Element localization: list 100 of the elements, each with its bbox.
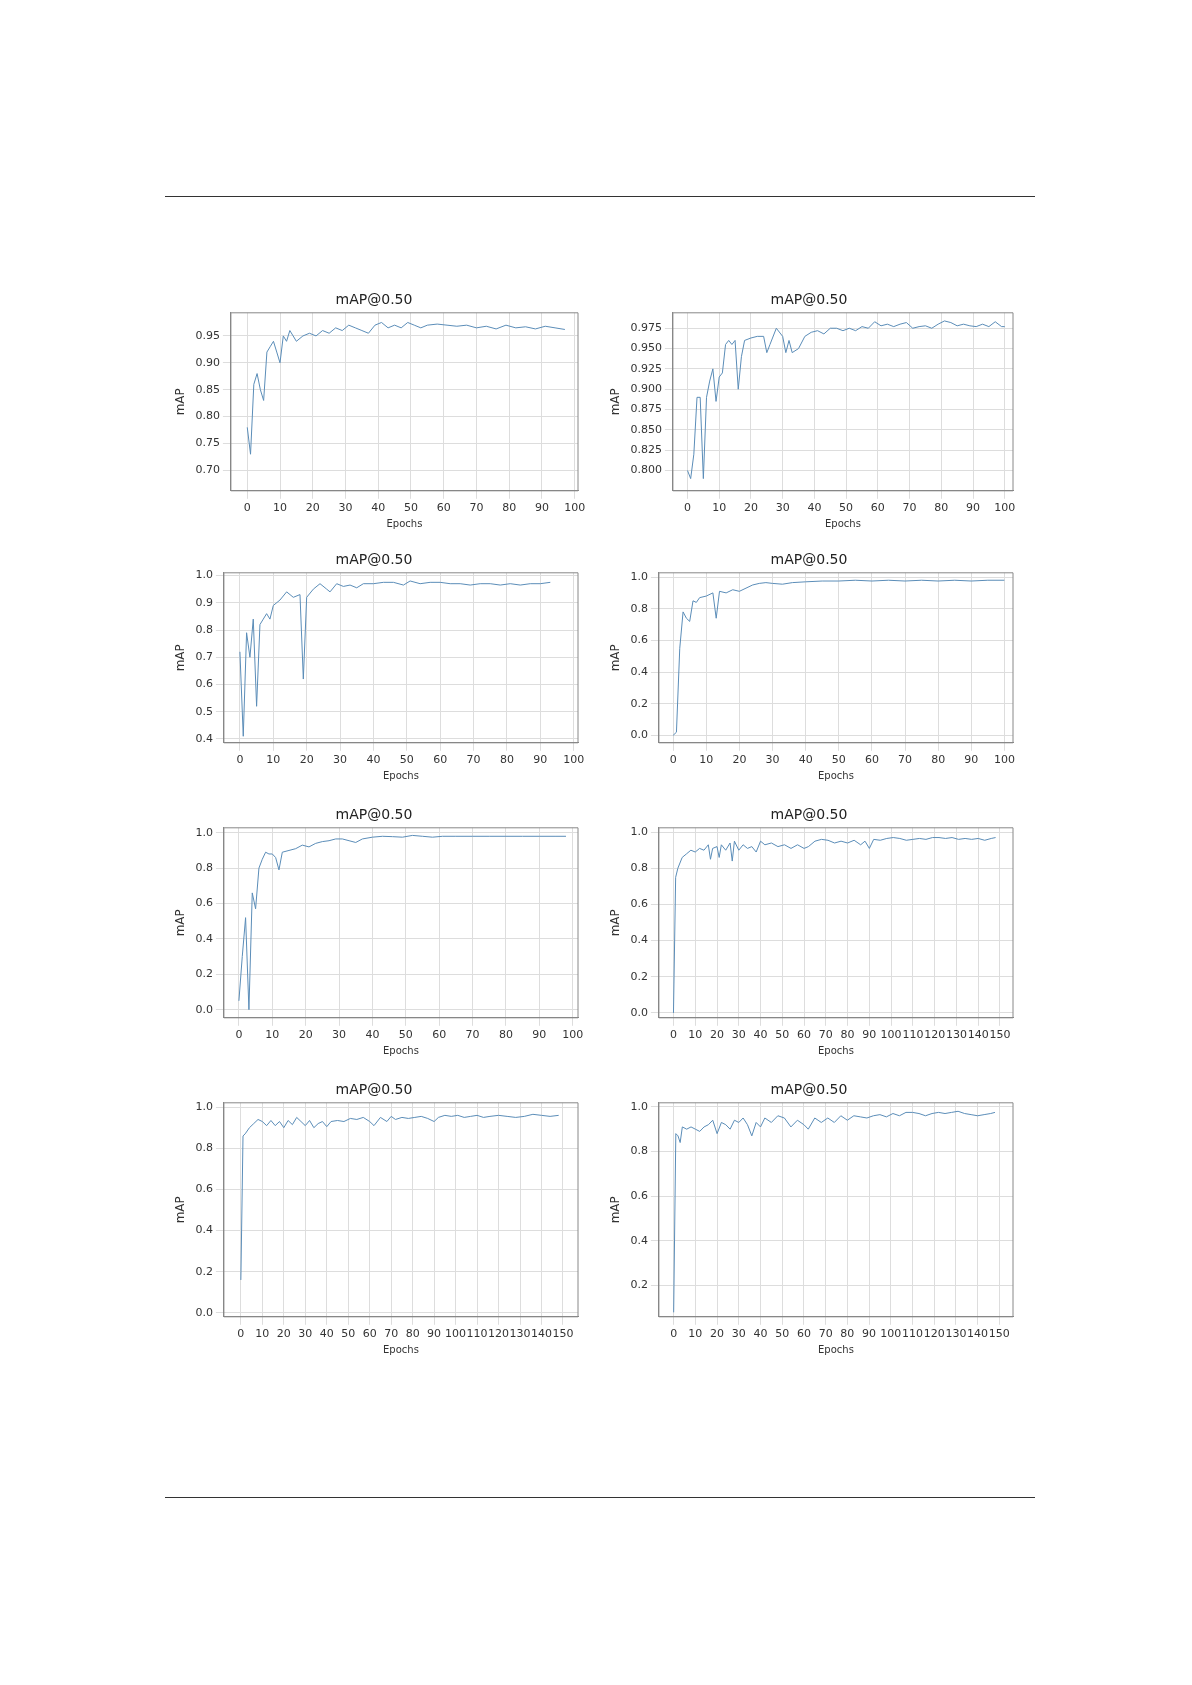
x-tick-label: 40	[807, 501, 822, 515]
y-tick-label: 0.975	[630, 321, 662, 335]
y-tick-label: 0.8	[630, 861, 648, 875]
x-axis-title: Epochs	[818, 1343, 854, 1355]
y-tick-label: 0.875	[630, 402, 662, 416]
x-tick-label: 20	[710, 1327, 725, 1341]
x-tick-label: 150	[988, 1327, 1010, 1341]
x-tick-label: 30	[298, 1327, 313, 1341]
y-tick-label: 0.4	[195, 731, 213, 745]
x-tick-label: 100	[563, 753, 585, 767]
y-tick-label: 1.0	[630, 1099, 648, 1113]
y-tick-label: 0.6	[630, 1189, 648, 1203]
x-axis-title: Epochs	[818, 1044, 854, 1056]
x-tick-label: 0	[243, 501, 251, 515]
x-tick-label: 30	[332, 1028, 347, 1042]
x-tick-label: 70	[469, 501, 484, 515]
x-tick-label: 110	[902, 1028, 924, 1042]
y-tick-label: 0.95	[195, 328, 220, 342]
x-tick-label: 50	[775, 1327, 790, 1341]
y-tick-label: 0.0	[195, 1305, 213, 1319]
x-tick-label: 60	[433, 753, 448, 767]
x-tick-label: 10	[688, 1028, 703, 1042]
y-tick-label: 0.925	[630, 361, 662, 375]
x-tick-label: 60	[436, 501, 451, 515]
x-tick-label: 30	[731, 1028, 746, 1042]
x-tick-label: 60	[864, 753, 879, 767]
x-tick-label: 0	[670, 1327, 678, 1341]
chart-title: mAP@0.50	[770, 806, 848, 823]
x-tick-label: 90	[532, 1028, 547, 1042]
x-tick-label: 80	[840, 1028, 855, 1042]
x-tick-label: 70	[384, 1327, 399, 1341]
y-tick-label: 0.7	[195, 650, 213, 664]
x-tick-label: 80	[405, 1327, 420, 1341]
y-axis-title: mAP	[173, 388, 188, 416]
x-tick-label: 100	[445, 1327, 467, 1341]
x-tick-label: 80	[840, 1327, 855, 1341]
x-axis-title: Epochs	[386, 517, 423, 529]
y-tick-label: 0.0	[195, 1002, 213, 1016]
x-tick-label: 50	[404, 501, 418, 515]
x-tick-label: 0	[236, 753, 244, 767]
y-tick-label: 0.4	[195, 1223, 213, 1237]
chart-title: mAP@0.50	[770, 551, 848, 568]
y-tick-label: 0.800	[630, 463, 662, 477]
y-tick-label: 1.0	[195, 825, 213, 839]
y-tick-label: 0.5	[195, 704, 213, 718]
y-axis-title: mAP	[173, 909, 188, 937]
x-tick-label: 120	[488, 1327, 510, 1341]
y-tick-label: 0.4	[630, 1233, 648, 1247]
y-tick-label: 0.2	[630, 696, 648, 710]
y-tick-label: 0.8	[630, 601, 648, 615]
x-tick-label: 90	[964, 753, 979, 767]
x-tick-label: 100	[564, 501, 586, 515]
x-tick-label: 10	[699, 753, 714, 767]
y-tick-label: 0.70	[195, 463, 220, 477]
x-axis-title: Epochs	[383, 769, 419, 781]
x-tick-label: 100	[880, 1327, 902, 1341]
y-tick-label: 0.2	[195, 967, 213, 981]
x-axis-title: Epochs	[383, 1044, 419, 1056]
x-tick-label: 50	[399, 753, 414, 767]
x-tick-label: 10	[688, 1327, 703, 1341]
x-tick-label: 20	[299, 753, 314, 767]
x-tick-label: 60	[362, 1327, 377, 1341]
y-tick-label: 1.0	[195, 568, 213, 582]
x-tick-label: 90	[862, 1028, 877, 1042]
x-tick-label: 100	[562, 1028, 584, 1042]
x-tick-label: 40	[371, 501, 386, 515]
y-tick-label: 1.0	[630, 569, 648, 583]
y-axis-title: mAP	[608, 909, 623, 937]
x-tick-label: 60	[432, 1028, 447, 1042]
x-tick-label: 30	[765, 753, 780, 767]
y-tick-label: 0.0	[630, 1005, 648, 1019]
y-axis-title: mAP	[608, 644, 623, 672]
x-tick-label: 0	[235, 1028, 243, 1042]
x-tick-label: 70	[466, 753, 481, 767]
y-tick-label: 0.85	[195, 382, 220, 396]
x-tick-label: 30	[775, 501, 790, 515]
x-tick-label: 150	[552, 1327, 574, 1341]
y-tick-label: 0.8	[195, 860, 213, 874]
x-tick-label: 40	[365, 1028, 380, 1042]
x-tick-label: 0	[237, 1327, 245, 1341]
x-tick-label: 30	[333, 753, 348, 767]
x-tick-label: 0	[669, 753, 677, 767]
chart-title: mAP@0.50	[770, 291, 848, 308]
y-tick-label: 0.6	[195, 896, 213, 910]
x-tick-label: 70	[818, 1028, 833, 1042]
x-tick-label: 80	[498, 1028, 513, 1042]
x-tick-label: 130	[945, 1028, 967, 1042]
x-tick-label: 110	[901, 1327, 923, 1341]
x-tick-label: 20	[276, 1327, 291, 1341]
y-axis-title: mAP	[173, 644, 188, 672]
x-axis-title: Epochs	[825, 517, 861, 529]
y-axis-title: mAP	[608, 388, 623, 416]
y-tick-label: 0.4	[195, 931, 213, 945]
x-axis-title: Epochs	[383, 1343, 419, 1355]
chart-title: mAP@0.50	[335, 551, 413, 568]
x-tick-label: 140	[530, 1327, 552, 1341]
x-tick-label: 70	[818, 1327, 833, 1341]
x-tick-label: 40	[366, 753, 381, 767]
x-tick-label: 90	[533, 753, 548, 767]
chart-title: mAP@0.50	[335, 1081, 413, 1098]
